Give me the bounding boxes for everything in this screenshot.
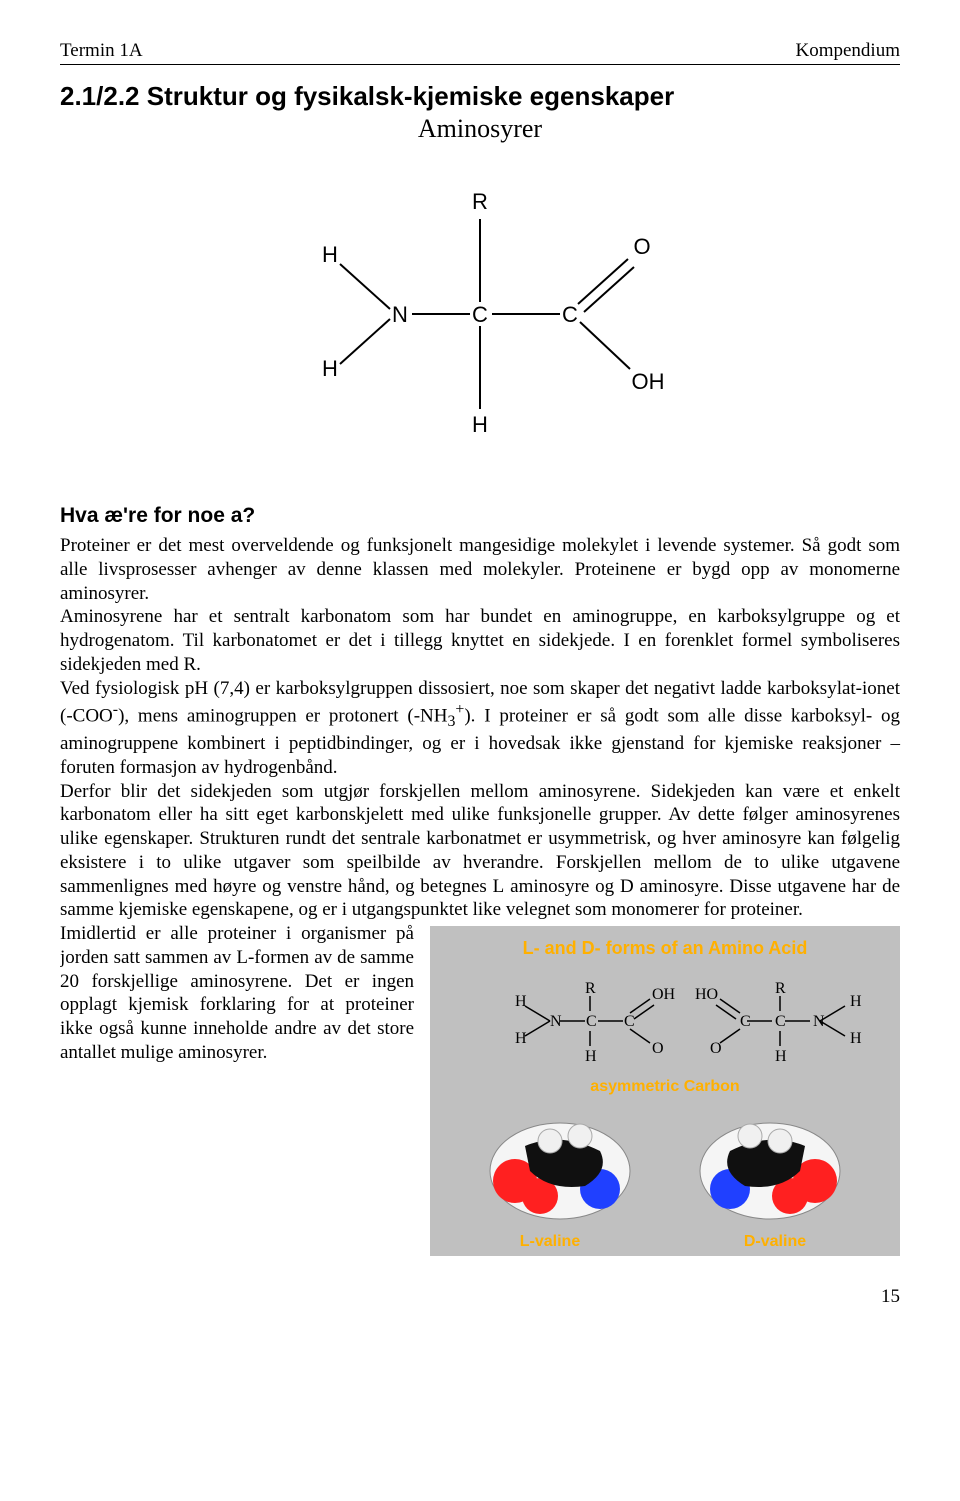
para-3-H: H bbox=[194, 678, 208, 699]
para-4-L: L bbox=[493, 876, 505, 897]
asym-carbon-label: asymmetric Carbon bbox=[590, 1078, 739, 1095]
para-2-R: R bbox=[183, 654, 196, 675]
amino-acid-structure-diagram: H H N C R H C O OH bbox=[270, 164, 690, 464]
para-4b: aminosyre og bbox=[504, 876, 620, 897]
d-atom-O: O bbox=[710, 1040, 722, 1057]
question-heading: Hva æ're for noe a? bbox=[60, 504, 900, 528]
l-atom-R: R bbox=[585, 980, 596, 997]
l-atom-Hb: H bbox=[585, 1048, 597, 1065]
header-right: Kompendium bbox=[796, 40, 901, 62]
body-text: Proteiner er det mest overveldende og fu… bbox=[60, 534, 900, 1256]
header-left: Termin 1A bbox=[60, 40, 143, 62]
atom-N: N bbox=[392, 302, 408, 327]
atom-H-bottom: H bbox=[322, 356, 338, 381]
para-1: Proteiner er det mest overveldende og fu… bbox=[60, 535, 900, 604]
atom-R: R bbox=[472, 189, 488, 214]
atom-OH: OH bbox=[632, 369, 665, 394]
d-valine-label: D-valine bbox=[744, 1233, 806, 1250]
l-atom-C2: C bbox=[624, 1013, 635, 1030]
page-header: Termin 1A Kompendium bbox=[60, 40, 900, 65]
d-atom-Hb: H bbox=[775, 1048, 787, 1065]
para-4-D: D bbox=[620, 876, 634, 897]
para-2b: . bbox=[196, 654, 201, 675]
l-atom-H-top: H bbox=[515, 993, 527, 1010]
para-3a: Ved fysiologisk p bbox=[60, 678, 194, 699]
l-valine-label: L-valine bbox=[520, 1233, 581, 1250]
d-atom-H-bot: H bbox=[850, 1030, 862, 1047]
d-atom-C1: C bbox=[775, 1013, 786, 1030]
atom-O: O bbox=[633, 234, 650, 259]
d-atom-HO: HO bbox=[695, 986, 718, 1003]
l-atom-OH: OH bbox=[652, 986, 676, 1003]
para-3c: ), mens aminogruppen er protonert (- bbox=[118, 706, 420, 727]
l-atom-N: N bbox=[550, 1013, 562, 1030]
atom-H-alpha: H bbox=[472, 412, 488, 437]
page-number: 15 bbox=[60, 1286, 900, 1308]
l-atom-O: O bbox=[652, 1040, 664, 1057]
l-atom-H-bot: H bbox=[515, 1030, 527, 1047]
d-atom-H-top: H bbox=[850, 993, 862, 1010]
d-atom-N: N bbox=[813, 1013, 825, 1030]
atom-C-carboxyl: C bbox=[562, 302, 578, 327]
para-5-L: L bbox=[236, 947, 248, 968]
para-3-nh: NH bbox=[420, 706, 447, 727]
section-subtitle: Aminosyrer bbox=[60, 114, 900, 144]
atom-C-alpha: C bbox=[472, 302, 488, 327]
para-3-plus: + bbox=[455, 701, 464, 718]
ld-title: L- and D- forms of an Amino Acid bbox=[523, 938, 808, 958]
d-atom-C2: C bbox=[740, 1013, 751, 1030]
section-title: 2.1/2.2 Struktur og fysikalsk-kjemiske e… bbox=[60, 81, 900, 112]
d-atom-R: R bbox=[775, 980, 786, 997]
para-3-coo: COO bbox=[73, 706, 113, 727]
ld-forms-diagram: L- and D- forms of an Amino Acid bbox=[430, 926, 900, 1256]
atom-H-top: H bbox=[322, 242, 338, 267]
l-atom-C1: C bbox=[586, 1013, 597, 1030]
